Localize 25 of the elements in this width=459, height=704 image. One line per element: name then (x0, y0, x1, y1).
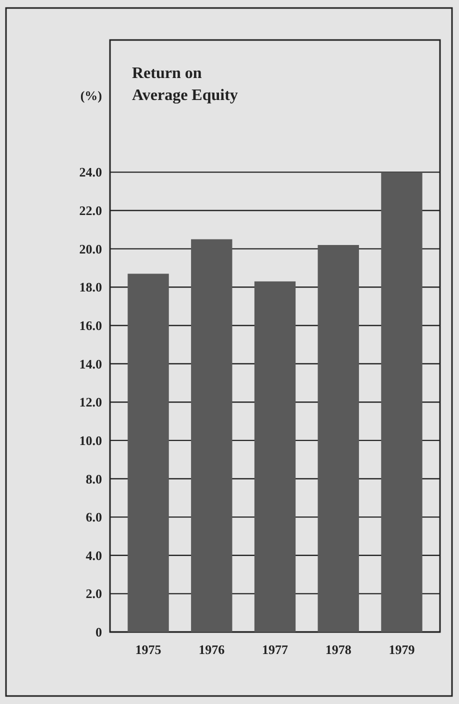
y-tick-label: 24.0 (79, 164, 102, 180)
bar (254, 281, 296, 632)
bar (318, 244, 359, 632)
y-tick-label: 12.0 (79, 394, 102, 410)
x-tick-label: 1978 (325, 642, 352, 657)
y-tick-label: 0 (96, 624, 102, 640)
y-tick-label: 22.0 (79, 203, 102, 218)
bar (128, 274, 169, 632)
y-tick-label: 6.0 (86, 510, 102, 525)
y-tick-label: 20.0 (79, 241, 102, 256)
y-tick-label: 18.0 (79, 280, 102, 295)
x-tick-label: 1977 (262, 642, 288, 657)
y-tick-label: 2.0 (86, 586, 102, 602)
x-tick-label: 1976 (198, 642, 226, 657)
bar (381, 172, 422, 632)
y-axis-title: (%) (80, 88, 102, 103)
y-tick-label: 16.0 (79, 318, 102, 334)
x-tick-label: 1979 (388, 642, 416, 657)
text: Return on Average Equity (132, 65, 238, 104)
bar (191, 239, 232, 632)
x-tick-label: 1975 (135, 642, 162, 657)
y-tick-label: 14.0 (79, 356, 102, 372)
y-tick-label: 4.0 (86, 548, 102, 563)
y-tick-label: 10.0 (79, 432, 102, 448)
y-tick-label: 8.0 (86, 471, 102, 486)
